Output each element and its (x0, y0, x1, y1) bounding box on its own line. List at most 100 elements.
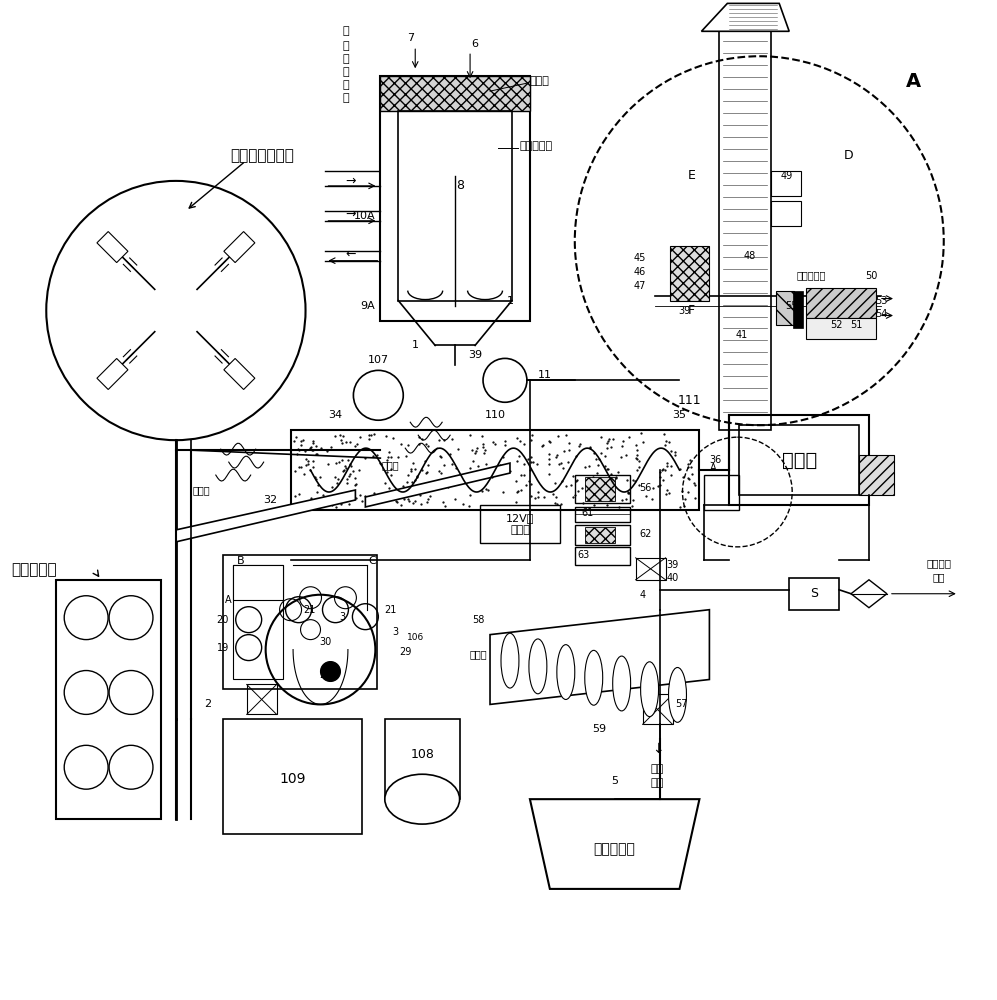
Text: 冷: 冷 (342, 26, 349, 36)
Text: 110: 110 (485, 410, 505, 420)
Text: S: S (811, 587, 819, 600)
Bar (290, 430, 700, 510)
Text: 55: 55 (785, 301, 798, 311)
Bar (575, 547, 630, 565)
Text: 63: 63 (578, 550, 590, 560)
Text: 多个喷淋孔: 多个喷淋孔 (520, 141, 553, 151)
Text: 49: 49 (780, 171, 793, 181)
Text: 12V直: 12V直 (505, 513, 534, 523)
Bar (585, 477, 615, 501)
Text: 45: 45 (633, 253, 646, 263)
Circle shape (320, 662, 340, 681)
Bar (222, 719, 362, 834)
Text: 水: 水 (342, 54, 349, 64)
Ellipse shape (557, 645, 575, 699)
Text: 10A: 10A (354, 211, 375, 221)
Bar (772, 171, 802, 196)
Text: 56: 56 (640, 483, 652, 493)
Bar (790, 578, 839, 610)
Text: 振打器: 振打器 (382, 460, 399, 470)
Text: 62: 62 (640, 529, 652, 539)
Text: 47: 47 (633, 281, 646, 291)
Bar (56, 580, 161, 819)
Text: 振打器: 振打器 (192, 485, 209, 495)
Text: 59: 59 (592, 724, 607, 734)
Text: 32: 32 (263, 495, 278, 505)
Text: E: E (688, 169, 695, 182)
Text: 57: 57 (675, 699, 688, 709)
Bar (398, 111, 512, 301)
Ellipse shape (529, 639, 547, 694)
Ellipse shape (669, 667, 687, 722)
Bar (380, 76, 530, 111)
Ellipse shape (641, 662, 659, 717)
Text: 21: 21 (384, 605, 397, 615)
Text: 尼龙耐磨层: 尼龙耐磨层 (797, 271, 826, 281)
Text: 107: 107 (368, 355, 389, 365)
Polygon shape (530, 799, 700, 889)
Bar (246, 684, 276, 714)
Ellipse shape (501, 633, 519, 688)
Text: ←: ← (345, 247, 356, 260)
Polygon shape (851, 580, 887, 608)
Text: A: A (710, 463, 717, 473)
Ellipse shape (385, 774, 460, 824)
Text: 35: 35 (673, 410, 687, 420)
Text: 39: 39 (678, 306, 691, 316)
Text: 5: 5 (611, 776, 618, 786)
Bar (859, 455, 894, 495)
Text: 28: 28 (319, 670, 332, 680)
Bar (807, 288, 876, 318)
Text: 去冷却水: 去冷却水 (926, 558, 951, 568)
Text: 54: 54 (874, 309, 887, 319)
Text: 51: 51 (849, 320, 862, 330)
Bar (705, 475, 740, 510)
Bar (97, 232, 128, 263)
Bar (575, 525, 630, 545)
Bar (643, 694, 673, 724)
Text: D: D (844, 149, 853, 162)
Text: 4: 4 (639, 590, 646, 600)
Text: 36: 36 (710, 455, 722, 465)
Text: 20: 20 (216, 615, 228, 625)
Bar (636, 558, 666, 580)
Text: 超声波探头杀菌: 超声波探头杀菌 (230, 148, 295, 163)
Bar (585, 527, 615, 543)
Bar (670, 246, 710, 301)
Text: 41: 41 (735, 330, 748, 340)
Bar (380, 76, 530, 321)
Text: 46: 46 (633, 267, 646, 277)
Bar (794, 291, 804, 328)
Bar (730, 415, 869, 505)
Polygon shape (175, 490, 355, 542)
Ellipse shape (585, 650, 603, 705)
Bar (224, 358, 255, 390)
Text: 进口: 进口 (932, 572, 945, 582)
Text: 喷淋盘: 喷淋盘 (530, 76, 549, 86)
Text: 52: 52 (830, 320, 842, 330)
Bar (740, 425, 859, 495)
Text: 39: 39 (468, 350, 483, 360)
Text: 106: 106 (407, 633, 424, 642)
Bar (232, 565, 282, 679)
Bar (385, 719, 460, 799)
Ellipse shape (613, 656, 631, 711)
Text: B: B (237, 556, 244, 566)
Text: 流电源: 流电源 (510, 525, 529, 535)
Polygon shape (702, 3, 790, 31)
Text: 出: 出 (342, 67, 349, 77)
Text: 1: 1 (506, 296, 513, 306)
Text: 50: 50 (864, 271, 877, 281)
Text: 29: 29 (399, 647, 412, 657)
Text: 3: 3 (392, 627, 399, 637)
Text: 8: 8 (456, 179, 465, 192)
Text: →: → (345, 174, 356, 187)
Text: 1: 1 (412, 340, 419, 350)
Text: C: C (369, 556, 376, 566)
Text: 6: 6 (472, 39, 479, 49)
Text: 来: 来 (342, 93, 349, 103)
Text: 109: 109 (279, 772, 306, 786)
Bar (807, 318, 876, 339)
Text: 61: 61 (582, 508, 594, 518)
Text: 振打器: 振打器 (470, 650, 487, 660)
